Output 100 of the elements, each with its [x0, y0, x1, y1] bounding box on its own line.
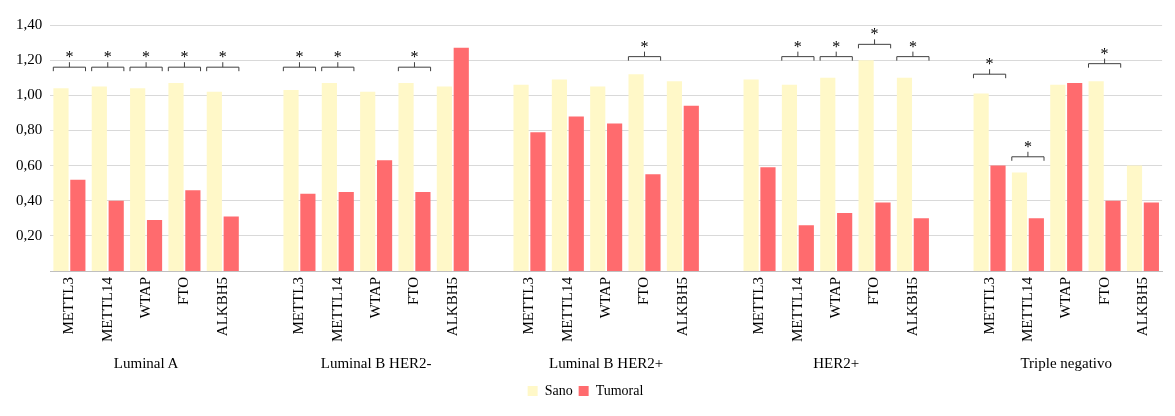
- bar: [130, 88, 146, 272]
- y-tick-label: 0,80: [16, 121, 43, 138]
- bar: [645, 174, 661, 272]
- bar: [513, 84, 529, 272]
- bar: [913, 218, 929, 272]
- y-tick-label: 0,60: [16, 156, 43, 173]
- annotation: *: [180, 48, 189, 66]
- x-tick-label: FTO: [1095, 276, 1112, 306]
- bar: [666, 81, 683, 272]
- annotation: *: [640, 37, 649, 55]
- bar: [683, 105, 699, 272]
- x-tick-label: METTL14: [1018, 276, 1035, 343]
- bar: [415, 191, 431, 272]
- legend-label: Tumoral: [595, 382, 644, 398]
- annotation: *: [1023, 137, 1032, 155]
- x-tick-label: METTL3: [290, 277, 307, 335]
- text: Triple negativo: [1020, 354, 1113, 371]
- bar: [453, 47, 469, 272]
- x-tick-label: FTO: [405, 276, 422, 306]
- bar: [530, 132, 546, 272]
- text: Luminal B HER2+: [549, 354, 664, 371]
- bar: [1028, 218, 1044, 272]
- bar: [206, 91, 222, 272]
- annotation: *: [65, 48, 74, 66]
- bar: [1143, 202, 1159, 272]
- bar: [108, 200, 124, 272]
- annotation: *: [832, 37, 841, 55]
- x-tick-label: METTL3: [750, 277, 767, 335]
- text: Luminal B HER2-: [320, 354, 432, 371]
- x-tick-label: ALKBH5: [443, 277, 460, 337]
- bar: [760, 167, 776, 272]
- annotation: *: [295, 48, 304, 66]
- bar: [1067, 82, 1083, 272]
- bar: [223, 216, 239, 272]
- bar: [628, 74, 644, 272]
- annotation: *: [793, 37, 802, 55]
- annotation: *: [103, 48, 112, 66]
- x-tick-label: FTO: [175, 276, 192, 306]
- bar: [990, 165, 1006, 272]
- annotation: *: [142, 48, 151, 66]
- bar: [743, 79, 759, 272]
- annotation: *: [1100, 44, 1109, 62]
- x-tick-label: FTO: [635, 276, 652, 306]
- bar: [1011, 172, 1028, 272]
- bar: [436, 86, 452, 272]
- bar: [146, 220, 163, 272]
- text: HER2+: [813, 354, 860, 371]
- annotation: *: [908, 37, 917, 55]
- bar: [91, 86, 107, 272]
- y-tick-label: 1,20: [16, 51, 43, 68]
- annotation: *: [333, 48, 342, 66]
- x-tick-label: ALKBH5: [903, 277, 920, 337]
- bar: [300, 193, 316, 272]
- legend-label: Sano: [544, 382, 573, 398]
- x-tick-label: METTL14: [788, 276, 805, 343]
- x-tick-label: METTL3: [980, 277, 997, 335]
- text: Luminal A: [113, 354, 179, 371]
- bar: [607, 123, 623, 272]
- bar: [858, 60, 874, 272]
- y-tick-label: 0,40: [16, 191, 43, 208]
- x-tick-label: WTAP: [137, 277, 154, 319]
- bar: [283, 90, 299, 272]
- bar: [1050, 84, 1066, 272]
- x-tick-label: METTL14: [558, 276, 575, 343]
- bar: [875, 202, 891, 272]
- bar: [398, 82, 414, 272]
- bar: [551, 79, 567, 272]
- bar: [1088, 81, 1104, 272]
- annotation: *: [410, 48, 419, 66]
- bar: [360, 91, 376, 272]
- bar: [1105, 200, 1121, 272]
- bar: [820, 77, 836, 272]
- x-tick-label: ALKBH5: [673, 277, 690, 337]
- x-tick-label: ALKBH5: [1133, 277, 1150, 337]
- annotation: *: [218, 48, 227, 66]
- bar: [590, 86, 606, 272]
- x-tick-label: METTL3: [520, 277, 537, 335]
- bar: [168, 82, 184, 272]
- x-tick-label: METTL14: [98, 276, 115, 343]
- y-tick-label: 1,40: [16, 15, 43, 32]
- x-tick-label: WTAP: [367, 277, 384, 319]
- x-tick-label: ALKBH5: [213, 277, 230, 337]
- bar: [837, 213, 853, 272]
- bar: [781, 84, 798, 272]
- annotation: *: [870, 25, 879, 43]
- x-tick-label: WTAP: [827, 277, 844, 319]
- x-tick-label: WTAP: [597, 277, 614, 319]
- bar: [70, 179, 86, 272]
- x-tick-label: WTAP: [1057, 277, 1074, 319]
- bar: [376, 160, 393, 272]
- bar: [185, 190, 201, 272]
- bar: [973, 93, 989, 272]
- annotation: *: [985, 55, 994, 73]
- bar: [798, 225, 814, 272]
- bar: [338, 191, 354, 272]
- bar: [321, 82, 337, 272]
- x-tick-label: FTO: [865, 276, 882, 306]
- bar: [568, 116, 584, 272]
- y-tick-label: 1,00: [16, 86, 43, 103]
- bar: [896, 77, 913, 272]
